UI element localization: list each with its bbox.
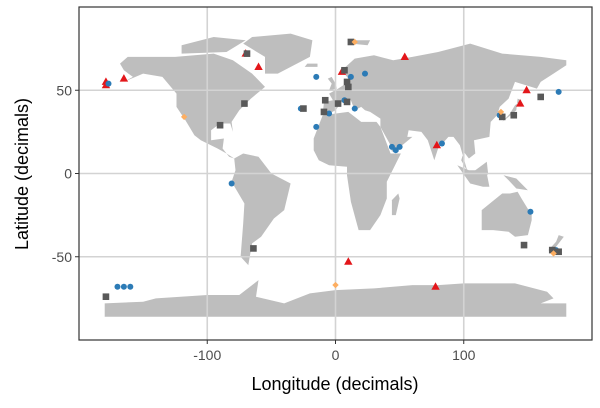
y-axis-title: Latitude (decimals) [12, 98, 32, 250]
grey-square-point [345, 83, 352, 91]
x-tick-label: -100 [193, 347, 221, 363]
grey-square-point [102, 293, 110, 301]
landmass-japan [502, 98, 522, 122]
grey-square-point [347, 38, 355, 46]
blue-circle-point [361, 70, 368, 77]
y-tick-label: 50 [56, 82, 72, 98]
grey-square-point [341, 66, 348, 74]
land-layer [104, 33, 567, 317]
blue-circle-point [228, 180, 235, 187]
blue-circle-point [351, 105, 358, 112]
grey-square-point [216, 121, 224, 129]
landmass-south-america [231, 153, 291, 266]
orange-diamond-point [550, 250, 557, 257]
grey-square-point [343, 98, 351, 106]
blue-circle-point [120, 283, 127, 290]
grey-square-point [243, 50, 251, 57]
landmass-britain [327, 76, 337, 91]
orange-diamond-point [180, 113, 188, 121]
grey-square-point [510, 111, 518, 119]
landmass-borneo [475, 161, 489, 181]
red-triangle-point [515, 99, 525, 107]
red-triangle-point [119, 74, 129, 82]
blue-circle-point [313, 73, 320, 80]
red-triangle-point [344, 257, 353, 265]
y-tick-label: -50 [52, 249, 72, 265]
blue-circle-point [114, 283, 121, 290]
landmass-iceland [304, 63, 318, 67]
grey-square-point [321, 96, 329, 104]
orange-diamond-point [332, 281, 339, 289]
grey-square-point [498, 113, 506, 121]
landmass-eurasia [322, 43, 567, 172]
red-triangle-point [400, 52, 409, 60]
landmass-greenland [243, 33, 313, 74]
red-triangle-point [254, 62, 263, 70]
blue-circle-point [127, 283, 134, 290]
blue-circle-point [555, 88, 562, 95]
x-axis-title: Longitude (decimals) [251, 374, 418, 394]
grey-square-point [300, 105, 307, 112]
grey-square-point [343, 78, 351, 86]
blue-circle-point [313, 123, 320, 130]
landmass-australia [481, 191, 532, 237]
blue-circle-point [527, 208, 534, 215]
blue-circle-point [105, 80, 112, 87]
axis-ticks [75, 89, 465, 344]
orange-diamond-point [497, 108, 505, 116]
orange-diamond-point [351, 38, 358, 46]
landmass-north-america [120, 53, 265, 159]
blue-circle-point [392, 147, 399, 154]
x-tick-label: 100 [452, 347, 476, 363]
red-triangle-point [432, 140, 442, 149]
grid-lines [79, 7, 592, 340]
blue-circle-point [347, 73, 354, 80]
blue-circle-point [326, 110, 333, 117]
x-tick-label: 0 [332, 347, 340, 363]
landmass-sumatra-java [457, 165, 490, 187]
landmass-madagascar [391, 193, 400, 216]
grey-square-point [537, 93, 544, 101]
red-triangle-point [522, 85, 531, 94]
grey-square-point [555, 248, 562, 256]
y-tick-label: 0 [64, 166, 72, 182]
landmass-arctic-islands [181, 37, 246, 54]
grey-square-point [548, 246, 556, 254]
grey-square-point [334, 100, 342, 107]
grey-square-point [250, 245, 257, 252]
landmass-new-guinea [503, 175, 528, 191]
grey-square-point [520, 241, 528, 249]
red-triangle-point [431, 282, 440, 290]
grey-square-point [320, 108, 328, 116]
grey-square-point [241, 100, 248, 107]
points-layer [101, 38, 562, 301]
blue-circle-point [438, 140, 445, 147]
